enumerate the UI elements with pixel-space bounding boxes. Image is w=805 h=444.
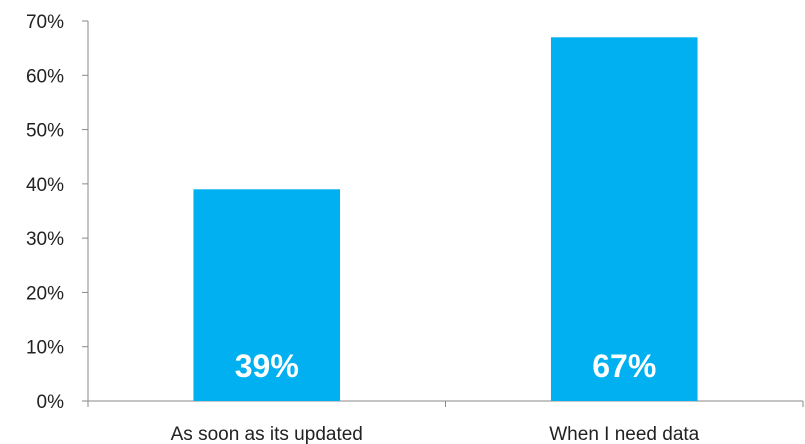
y-tick-label: 50% (26, 121, 64, 142)
bars (193, 37, 698, 402)
category-label: When I need data (549, 424, 699, 444)
x-axis: As soon as its updated When I need data (87, 400, 804, 444)
bar-1 (193, 189, 341, 401)
bar-value-label: 39% (235, 348, 299, 384)
data-labels: 39% 67% (235, 348, 657, 384)
category-label: As soon as its updated (171, 424, 363, 444)
y-tick-label: 30% (26, 229, 64, 250)
bar-value-label: 67% (592, 348, 656, 384)
bar-2 (550, 37, 698, 402)
y-tick-label: 0% (37, 392, 65, 413)
y-tick-label: 60% (26, 66, 64, 87)
y-tick-label: 10% (26, 338, 64, 359)
y-tick-label: 70% (26, 12, 64, 33)
y-tick-label: 40% (26, 175, 64, 196)
y-tick-label: 20% (26, 283, 64, 304)
y-axis: 0% 10% 20% 30% 40% 50% 60% 70% (26, 12, 89, 413)
